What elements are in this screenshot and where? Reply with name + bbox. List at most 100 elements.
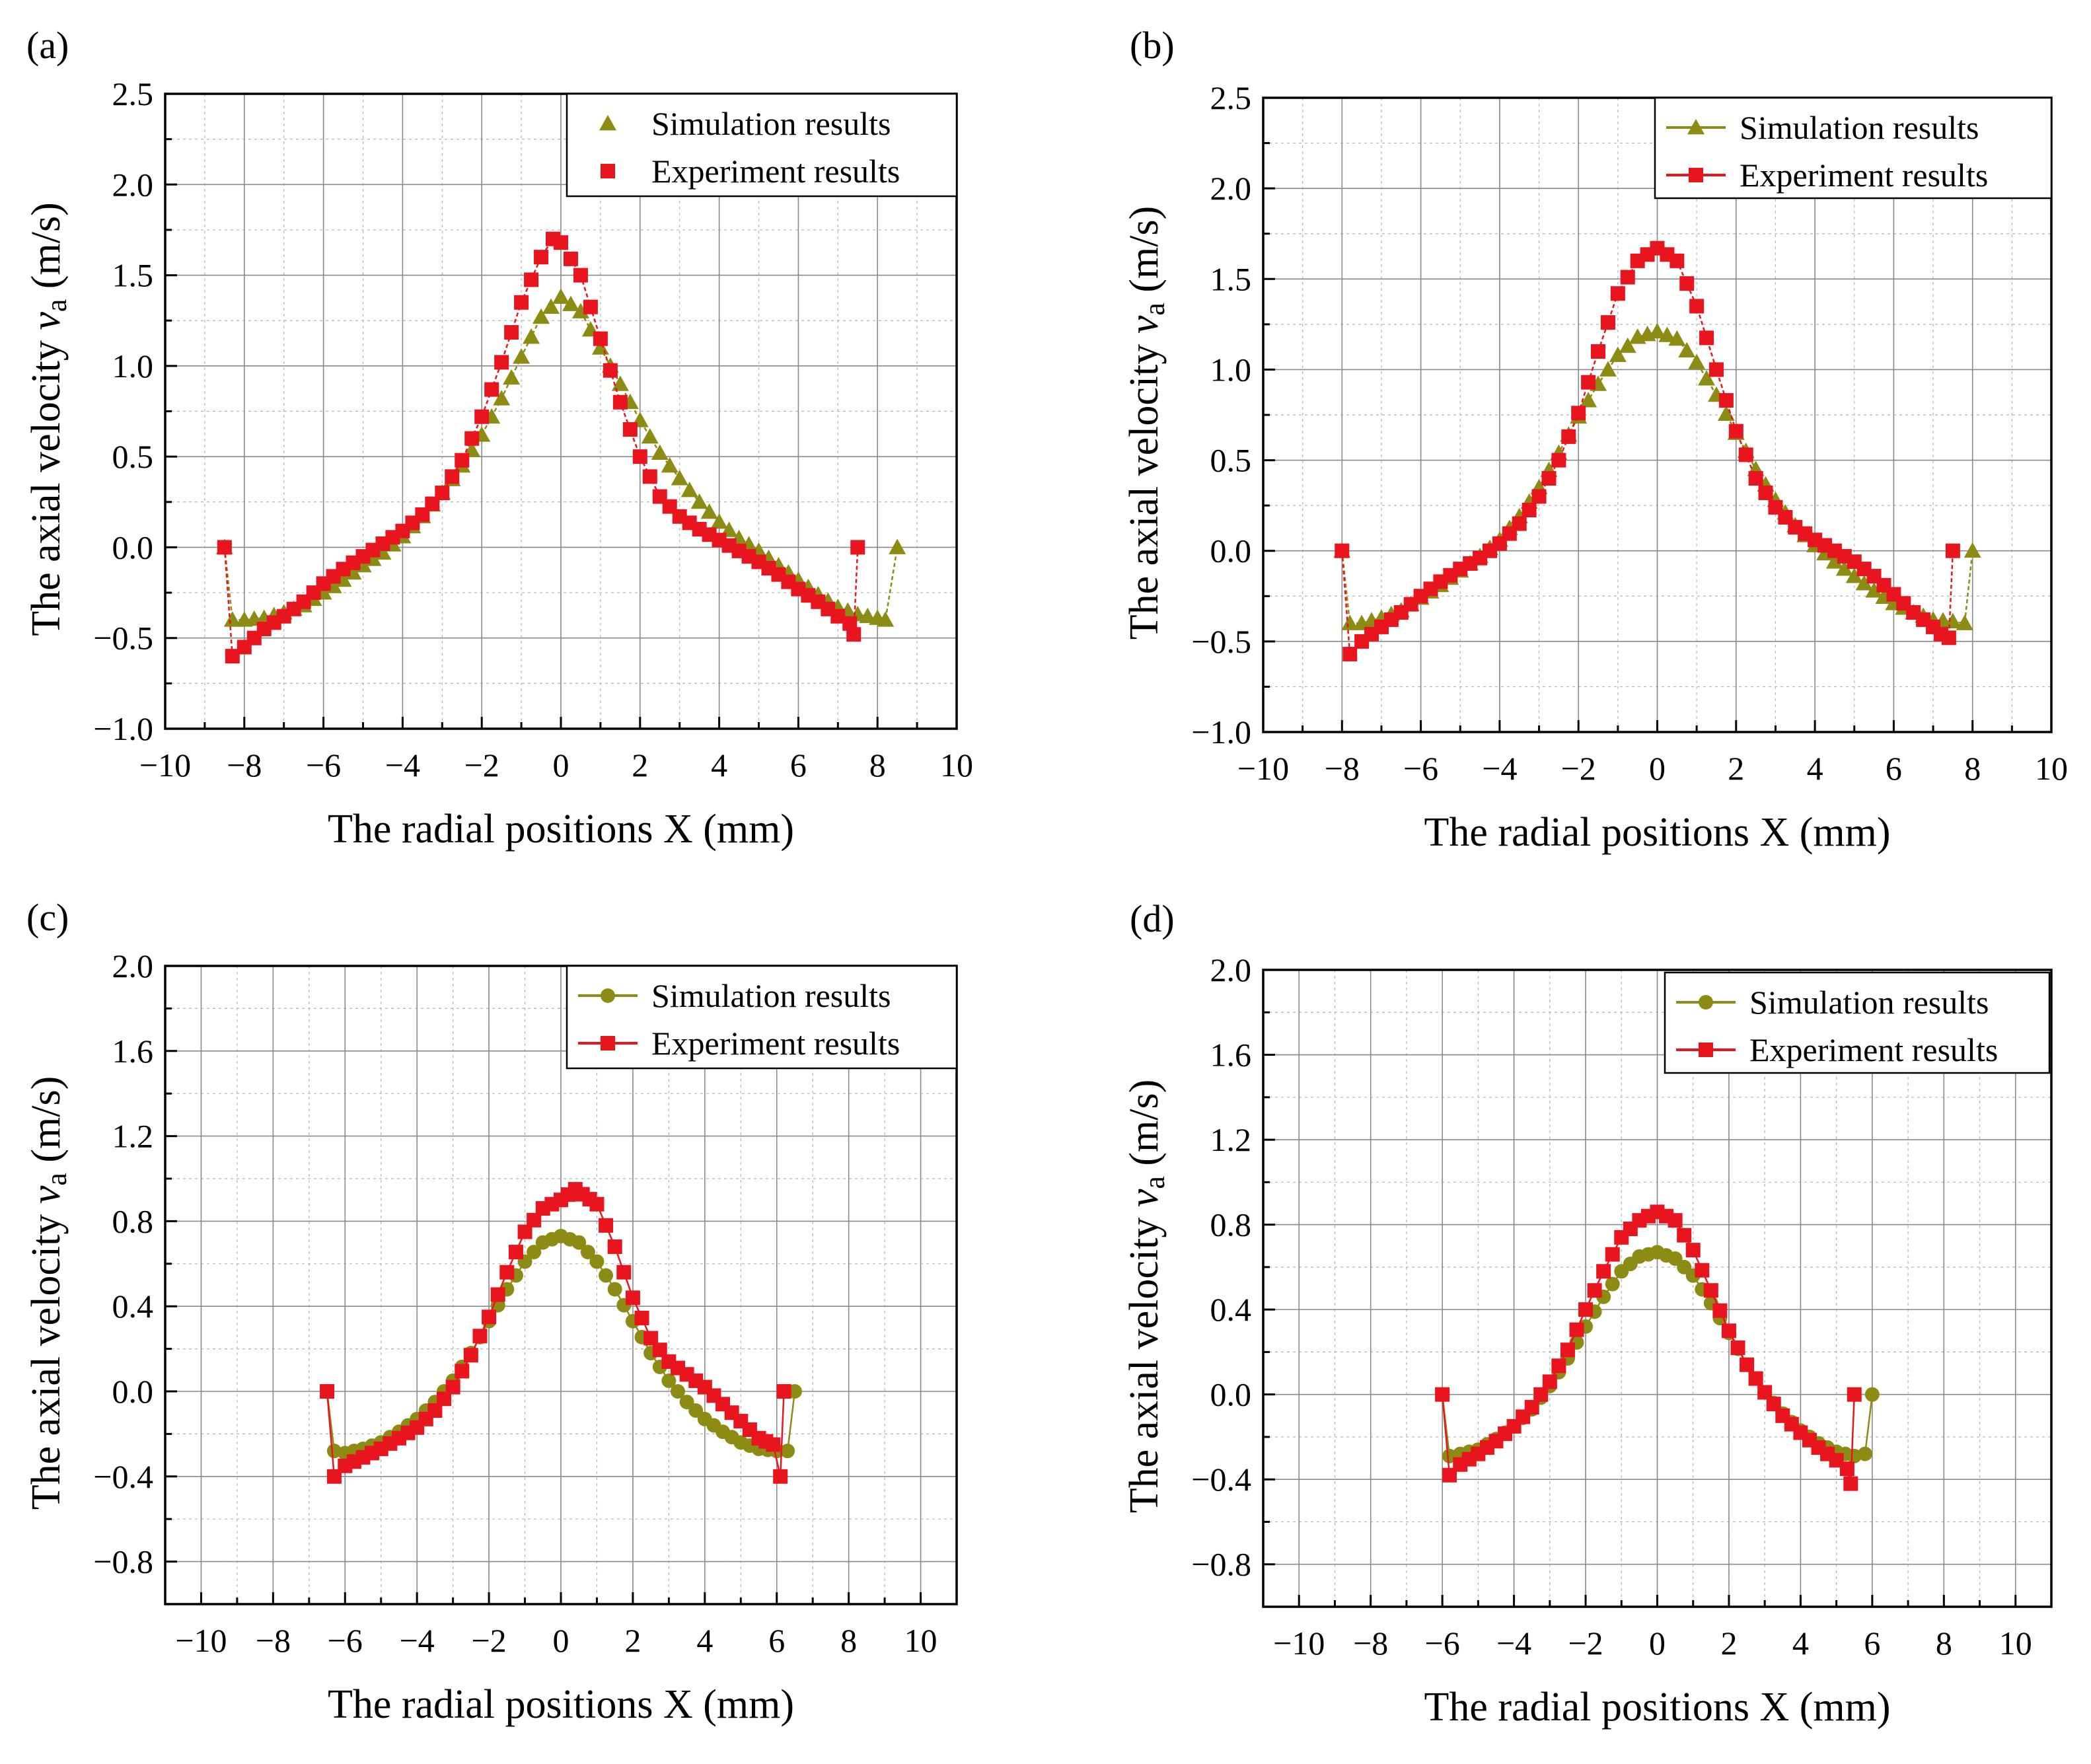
experiment-point <box>1551 453 1566 468</box>
legend-label-simulation: Simulation results <box>651 977 891 1014</box>
experiment-point <box>1748 471 1763 486</box>
y-tick-label: 1.5 <box>112 257 154 294</box>
simulation-point <box>571 1235 587 1250</box>
experiment-point <box>320 1384 335 1399</box>
experiment-point <box>1941 630 1956 645</box>
experiment-point <box>1669 253 1685 268</box>
legend-swatch-marker <box>601 988 615 1003</box>
experiment-point <box>484 382 499 397</box>
x-tick-label: −2 <box>1561 750 1596 787</box>
simulation-point <box>780 1444 795 1459</box>
simulation-point <box>571 303 589 318</box>
experiment-point <box>642 469 657 484</box>
experiment-point <box>504 325 519 340</box>
y-tick-label: 2.0 <box>112 947 154 984</box>
y-tick-label: −0.5 <box>1191 623 1251 660</box>
experiment-point <box>583 299 598 314</box>
experiment-point <box>1569 1322 1584 1337</box>
experiment-point <box>607 1239 622 1255</box>
chart-panel-4: (d) −10 −8 −6 −4 −2 0 2 4 6 8 10 −0.8 −0.4 0.0 0.4 0.8 1.… <box>1122 897 2053 1730</box>
x-tick-label: −6 <box>1425 1625 1460 1662</box>
experiment-point <box>766 1437 781 1452</box>
experiment-point <box>514 295 529 310</box>
experiment-point <box>1581 375 1596 390</box>
experiment-series <box>1435 1204 1862 1491</box>
experiment-point <box>593 331 608 346</box>
experiment-point <box>1620 270 1635 285</box>
simulation-point <box>1668 330 1686 346</box>
x-tick-label: 0 <box>553 747 569 784</box>
x-axis-title: The radial positions X (mm) <box>1424 810 1891 855</box>
experiment-point <box>474 409 490 424</box>
experiment-point <box>616 1265 632 1280</box>
experiment-point <box>464 431 480 446</box>
simulation-point <box>607 1282 622 1297</box>
experiment-point <box>1435 1387 1450 1402</box>
experiment-point <box>455 453 470 468</box>
simulation-point <box>493 390 511 406</box>
experiment-point <box>1512 516 1527 531</box>
x-tick-label: 0 <box>553 1622 569 1659</box>
experiment-point <box>1740 1357 1755 1372</box>
chart-panel-1: (a) −10 −8 −6 −4 −2 0 2 4 6 8 10 −1.0 −0.5 0.0 0.5 1.0 1.… <box>24 24 973 852</box>
simulation-point <box>523 328 540 344</box>
y-tick-label: 0.8 <box>112 1202 154 1239</box>
simulation-point <box>1605 1276 1620 1292</box>
y-tick-label: 2.0 <box>1210 170 1252 207</box>
y-tick-label: 0.0 <box>1210 533 1252 570</box>
experiment-point <box>603 363 618 378</box>
panel-label: (d) <box>1130 897 1175 940</box>
experiment-point <box>508 1245 523 1260</box>
legend: Simulation results Experiment results <box>566 965 958 1070</box>
x-tick-label: −4 <box>1482 750 1517 787</box>
experiment-point <box>625 1290 640 1305</box>
y-tick-label: 0.0 <box>112 1373 154 1410</box>
y-tick-label: 0.4 <box>1210 1291 1252 1328</box>
y-tick-label: −1.0 <box>1191 714 1251 751</box>
x-tick-label: −4 <box>385 747 420 784</box>
legend-label-experiment: Experiment results <box>651 153 900 190</box>
experiment-point <box>1712 1303 1728 1318</box>
experiment-point <box>589 1196 605 1212</box>
y-tick-label: 1.6 <box>1210 1037 1252 1074</box>
experiment-series <box>320 1182 791 1484</box>
x-tick-label: 6 <box>1886 750 1902 787</box>
simulation-point <box>670 1384 685 1399</box>
simulation-point <box>710 513 728 529</box>
experiment-point <box>1721 1323 1736 1339</box>
experiment-point <box>1605 1247 1620 1262</box>
legend-box <box>566 965 958 1070</box>
y-tick-label: 1.2 <box>112 1118 154 1155</box>
experiment-point <box>1728 423 1743 439</box>
simulation-point <box>1858 1446 1873 1461</box>
experiment-point <box>1703 1283 1718 1298</box>
experiment-point <box>427 1403 443 1418</box>
x-tick-label: −4 <box>400 1622 435 1659</box>
experiment-point <box>573 268 588 283</box>
legend-swatch-marker <box>1689 168 1703 182</box>
y-tick-label: −1.0 <box>93 710 153 747</box>
simulation-point <box>1847 1448 1862 1463</box>
x-tick-label: −2 <box>1568 1625 1603 1662</box>
experiment-series <box>1335 240 1960 662</box>
panel-label: (a) <box>26 24 69 67</box>
experiment-point <box>1541 471 1557 486</box>
experiment-point <box>1571 406 1586 421</box>
experiment-point <box>463 1348 478 1363</box>
x-tick-label: −4 <box>1496 1625 1531 1662</box>
simulation-point <box>1678 342 1696 358</box>
experiment-point <box>1685 1243 1701 1258</box>
x-tick-label: 0 <box>1649 1625 1666 1662</box>
experiment-point <box>850 540 865 555</box>
experiment-point <box>1596 1264 1611 1279</box>
chart-panel-2: (b) −10 −8 −6 −4 −2 0 2 4 6 8 10 −1.0 −0.5 0.0 0.5 1.0 1.… <box>1122 24 2068 855</box>
experiment-point <box>1766 1397 1781 1412</box>
experiment-point <box>225 649 240 664</box>
x-tick-label: 0 <box>1649 750 1666 787</box>
x-tick-label: −6 <box>1403 750 1438 787</box>
y-tick-label: 2.5 <box>1210 79 1252 116</box>
legend-swatch-marker <box>1699 1043 1713 1057</box>
x-tick-label: 10 <box>940 747 973 784</box>
experiment-point <box>634 1310 649 1325</box>
y-tick-label: 0.5 <box>1210 442 1252 479</box>
